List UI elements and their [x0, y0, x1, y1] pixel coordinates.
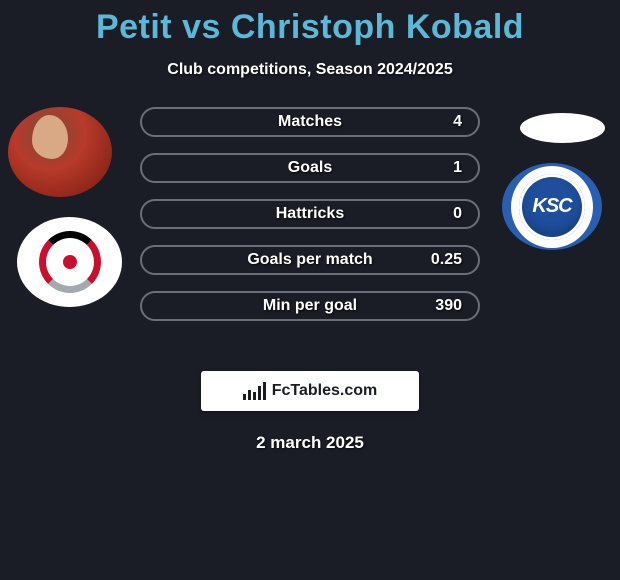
stat-label: Goals: [218, 159, 402, 177]
stat-row: Matches 4: [140, 107, 480, 137]
player-left-photo: [8, 107, 112, 197]
stat-label: Min per goal: [218, 297, 402, 315]
player-right-photo: [520, 113, 605, 143]
stat-label: Goals per match: [218, 251, 402, 269]
date-label: 2 march 2025: [0, 433, 620, 453]
comparison-content: KSC Matches 4 Goals 1 Hattricks 0 Goals …: [0, 107, 620, 367]
chart-icon: [243, 382, 266, 400]
stat-right-value: 0.25: [402, 251, 462, 269]
club-right-logo: KSC: [502, 163, 602, 250]
stat-right-value: 1: [402, 159, 462, 177]
subtitle: Club competitions, Season 2024/2025: [0, 61, 620, 79]
stat-row: Hattricks 0: [140, 199, 480, 229]
brand-attribution[interactable]: FcTables.com: [201, 371, 419, 411]
hurricane-icon: [39, 231, 101, 293]
stat-row: Min per goal 390: [140, 291, 480, 321]
ksc-badge: KSC: [511, 166, 593, 248]
stat-label: Hattricks: [218, 205, 402, 223]
club-left-logo: [17, 217, 122, 307]
stat-right-value: 4: [402, 113, 462, 131]
stat-row: Goals 1: [140, 153, 480, 183]
page-title: Petit vs Christoph Kobald: [0, 0, 620, 47]
stat-right-value: 390: [402, 297, 462, 315]
stat-label: Matches: [218, 113, 402, 131]
stats-table: Matches 4 Goals 1 Hattricks 0 Goals per …: [140, 107, 480, 337]
stat-right-value: 0: [402, 205, 462, 223]
ksc-text: KSC: [519, 174, 585, 240]
stat-row: Goals per match 0.25: [140, 245, 480, 275]
brand-text: FcTables.com: [272, 382, 378, 400]
